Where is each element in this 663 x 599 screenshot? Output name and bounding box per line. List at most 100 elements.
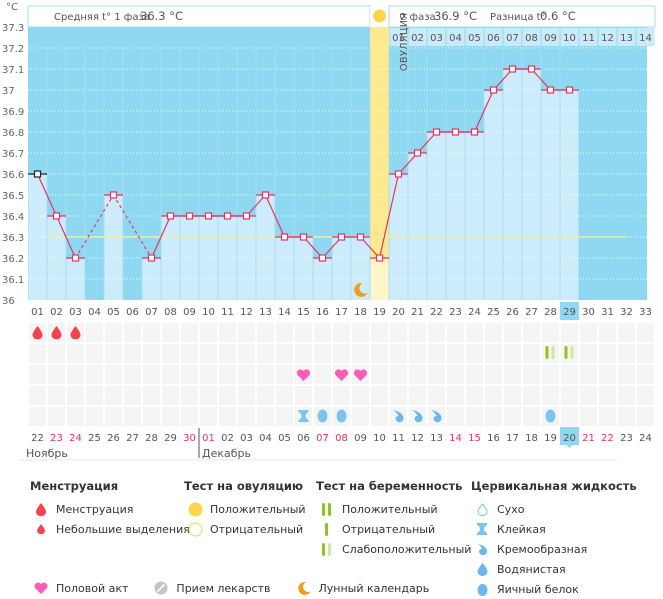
phase2-day-cell	[598, 28, 617, 46]
marker-cell	[580, 365, 597, 384]
marker-cell	[314, 386, 331, 405]
legend-label: Половой акт	[56, 581, 129, 595]
legend-ovulation-title: Тест на овуляцию	[184, 479, 304, 493]
hourglass-icon	[471, 523, 493, 535]
marker-cell	[143, 407, 160, 426]
cycle-day-label: 16	[316, 307, 329, 318]
marker-cell	[485, 344, 502, 363]
marker-cell	[542, 344, 559, 363]
heart-icon	[353, 369, 368, 381]
pregnancy-test-faint-line-icon	[570, 346, 574, 359]
marker-cell	[124, 386, 141, 405]
cycle-day-label: 30	[582, 307, 595, 318]
phase2-day-cell	[541, 28, 560, 46]
marker-cell	[67, 386, 84, 405]
phase2-day-cell	[636, 28, 655, 46]
egg-icon	[336, 409, 347, 423]
legend-label: Менструация	[56, 502, 134, 516]
marker-cell	[447, 407, 464, 426]
legend-item-egg-white: Яичный белок	[471, 579, 637, 599]
temperature-point	[147, 254, 156, 262]
water-drop-icon	[471, 562, 493, 576]
calendar-date: 14	[449, 433, 462, 444]
calendar-date: 01	[202, 433, 215, 444]
marker-cell	[637, 365, 654, 384]
legend-cervical: Цервикальная жидкость Сухо Клейкая Кремо…	[471, 479, 637, 599]
y-tick-label: 36.7	[2, 149, 24, 160]
phase2-day-cell	[522, 28, 541, 46]
marker-cell	[637, 323, 654, 342]
marker-cell	[295, 323, 312, 342]
legend-item-watery: Водянистая	[471, 559, 637, 579]
cycle-day-label: 26	[506, 307, 519, 318]
cycle-day-label: 03	[69, 307, 82, 318]
calendar-date: 29	[164, 433, 177, 444]
cycle-day-label: 08	[164, 307, 177, 318]
phase2-day-label: 09	[544, 33, 557, 44]
marker-cell	[580, 386, 597, 405]
calendar-date: 07	[316, 433, 329, 444]
temperature-point	[299, 233, 308, 241]
calendar-date: 22	[601, 433, 614, 444]
cycle-day-label: 10	[202, 307, 215, 318]
marker-cell	[105, 323, 122, 342]
cycle-day-label: 15	[297, 307, 310, 318]
marker-cell	[238, 407, 255, 426]
sun-filled-icon	[184, 502, 206, 517]
marker-cell	[276, 407, 293, 426]
phase2-day-label: 06	[487, 33, 500, 44]
temperature-point	[166, 212, 175, 220]
marker-cell	[162, 365, 179, 384]
temperature-bar	[294, 237, 313, 300]
moon-icon	[293, 581, 315, 595]
temperature-point	[185, 212, 194, 220]
marker-cell	[333, 323, 350, 342]
temperature-point	[527, 65, 536, 73]
blood-drop-icon	[70, 326, 81, 340]
phase2-day-label: 04	[449, 33, 462, 44]
marker-cell	[371, 407, 388, 426]
moon-icon	[354, 282, 368, 297]
phase2-day-label: 05	[468, 33, 481, 44]
temperature-point	[432, 128, 441, 136]
marker-cell	[238, 323, 255, 342]
y-tick-label: 36.3	[2, 233, 24, 244]
marker-cell	[409, 386, 426, 405]
marker-cell	[466, 365, 483, 384]
phase2-day-label: 10	[563, 33, 576, 44]
marker-cell	[352, 323, 369, 342]
temperature-line-gap	[112, 194, 153, 259]
two-lines-icon	[316, 502, 338, 516]
phase1-value: 36.3 °C	[140, 9, 183, 23]
legend-label: Клейкая	[497, 522, 546, 536]
phase2-day-label: 14	[639, 33, 652, 44]
today-pointer	[566, 445, 573, 448]
temperature-point	[413, 149, 422, 157]
y-tick-label: 36.6	[2, 170, 24, 181]
marker-cell	[200, 365, 217, 384]
marker-cell	[257, 386, 274, 405]
cycle-day-label: 21	[411, 307, 424, 318]
marker-cell	[485, 365, 502, 384]
cycle-day-label: 20	[392, 307, 405, 318]
phase2-day-label: 01	[392, 33, 405, 44]
marker-cell	[276, 386, 293, 405]
marker-cell	[67, 407, 84, 426]
temperature-bar	[180, 216, 199, 300]
marker-cell	[466, 407, 483, 426]
calendar-date: 24	[69, 433, 82, 444]
phase2-day-cell	[560, 28, 579, 46]
legend-menstruation-title: Менструация	[30, 479, 119, 493]
temperature-line	[36, 173, 58, 217]
temperature-point	[337, 233, 346, 241]
y-tick-label: 36.2	[2, 254, 24, 265]
temperature-point	[489, 86, 498, 94]
phase2-day-label: 07	[506, 33, 519, 44]
marker-cell	[124, 365, 141, 384]
calendar-date: 10	[373, 433, 386, 444]
marker-cell	[371, 365, 388, 384]
marker-cell	[390, 365, 407, 384]
legend-item-creamy: Кремообразная	[471, 539, 637, 559]
phase2-day-cell	[389, 28, 408, 46]
temperature-bar	[446, 132, 465, 300]
